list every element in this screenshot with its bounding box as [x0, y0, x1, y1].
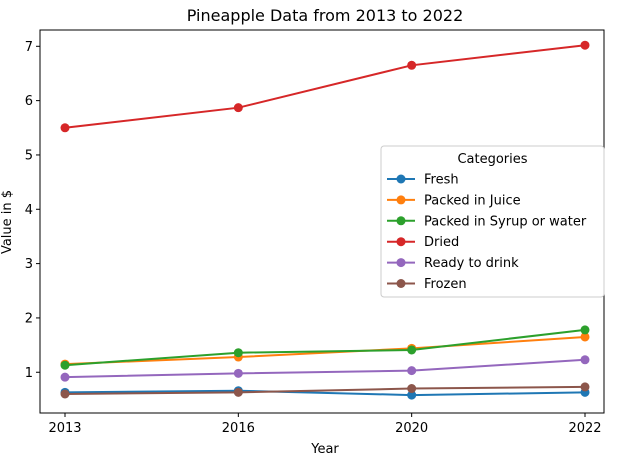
legend-marker-swatch [396, 258, 406, 268]
legend-label: Fresh [424, 173, 459, 188]
data-point-packed-in-syrup-or-water [233, 348, 243, 358]
y-tick-label: 6 [25, 94, 33, 109]
y-tick-label: 5 [25, 148, 33, 163]
x-axis-label: Year [310, 442, 339, 457]
legend: Categories Fresh Packed in Juice Packed in … [380, 145, 605, 298]
legend-box [380, 145, 605, 298]
data-point-dried [407, 60, 417, 70]
legend-title: Categories [457, 152, 527, 167]
series-line-ready-to-drink [64, 358, 586, 379]
y-tick-label: 2 [25, 311, 33, 326]
series-line-packed-in-syrup-or-water [64, 328, 586, 367]
data-point-dried [233, 103, 243, 113]
legend-label: Packed in Juice [424, 193, 521, 208]
y-axis: 1 2 3 4 5 6 7 [25, 40, 40, 381]
legend-item-packed-in-syrup-or-water: Packed in Syrup or water [387, 214, 587, 229]
legend-item-packed-in-juice: Packed in Juice [387, 193, 521, 208]
series-ready-to-drink [60, 355, 590, 382]
data-point-dried [580, 40, 590, 50]
y-tick-label: 4 [25, 203, 33, 218]
chart-title: Pineapple Data from 2013 to 2022 [187, 6, 464, 25]
series-line-fresh [64, 389, 586, 397]
data-point-packed-in-syrup-or-water [60, 360, 70, 370]
legend-marker-swatch [396, 195, 406, 205]
data-point-frozen [60, 389, 70, 399]
data-point-frozen [407, 384, 417, 394]
legend-marker-swatch [396, 279, 406, 288]
legend-item-frozen: Frozen [387, 277, 467, 292]
data-point-ready-to-drink [580, 355, 590, 365]
y-tick-label: 7 [25, 40, 33, 55]
plot-area [60, 40, 590, 400]
data-point-packed-in-syrup-or-water [407, 345, 417, 355]
x-tick-label: 2013 [48, 421, 81, 436]
legend-marker-swatch [396, 174, 406, 184]
legend-marker-swatch [396, 237, 406, 247]
legend-label: Frozen [424, 277, 467, 292]
data-point-packed-in-juice [580, 332, 590, 342]
series-packed-in-syrup-or-water [60, 325, 590, 370]
data-point-ready-to-drink [233, 368, 243, 378]
legend-item-fresh: Fresh [387, 173, 459, 188]
legend-marker-swatch [396, 216, 406, 226]
series-line-frozen [64, 385, 586, 395]
series-frozen [60, 382, 590, 399]
series-line-dried [64, 44, 586, 129]
x-tick-label: 2016 [222, 421, 255, 436]
x-axis: 2013 2016 2020 2022 [48, 413, 602, 436]
x-tick-label: 2020 [395, 421, 428, 436]
legend-label: Ready to drink [424, 256, 519, 271]
data-point-dried [60, 123, 70, 133]
y-tick-label: 1 [25, 366, 33, 381]
legend-item-ready-to-drink: Ready to drink [387, 256, 519, 271]
data-point-packed-in-syrup-or-water [580, 325, 590, 335]
data-point-fresh [407, 390, 417, 400]
series-line-packed-in-juice [64, 335, 586, 366]
x-tick-label: 2022 [568, 421, 601, 436]
data-point-ready-to-drink [407, 366, 417, 376]
data-point-frozen [233, 387, 243, 397]
data-point-ready-to-drink [60, 372, 70, 382]
y-axis-label: Value in $ [0, 190, 15, 254]
legend-item-dried: Dried [387, 235, 459, 250]
series-dried [60, 40, 590, 133]
legend-label: Packed in Syrup or water [424, 214, 587, 229]
y-tick-label: 3 [25, 257, 33, 272]
legend-label: Dried [424, 235, 459, 250]
data-point-frozen [580, 382, 590, 392]
